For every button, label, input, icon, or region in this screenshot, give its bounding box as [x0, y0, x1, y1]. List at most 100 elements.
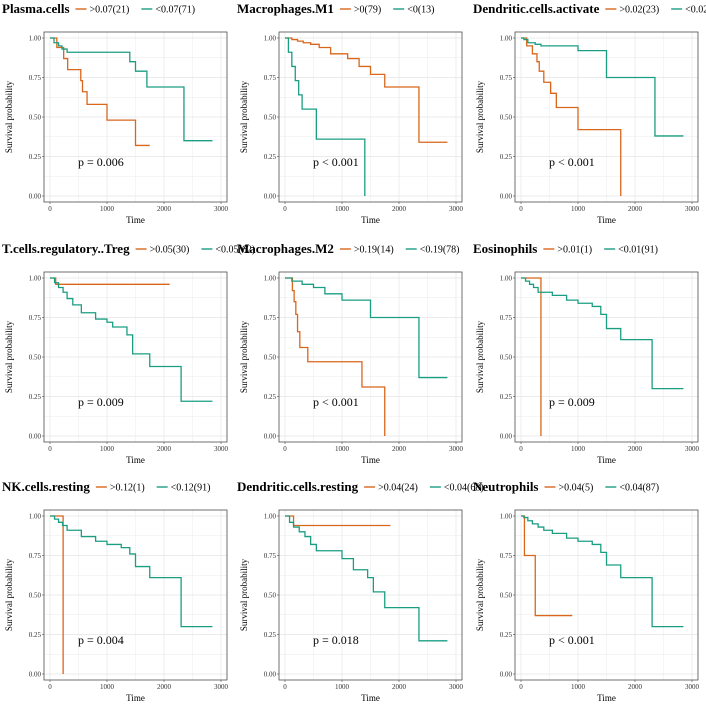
km-panel-4: T.cells.regulatory..Treg >0.05(30) <0.05(6… [0, 240, 255, 477]
y-tick-label: 0.25 [264, 153, 277, 161]
x-axis-label: Time [361, 693, 380, 703]
y-axis-label: Survival probability [239, 80, 249, 153]
km-panel-1: Plasma.cells >0.07(21) <0.07(71) 0 1000 2000 3… [0, 0, 235, 237]
legend-label: <0.02(69) [685, 5, 706, 16]
km-panel-6: Eosinophils >0.01(1) <0.01(91) 0 1000 2000 300… [471, 240, 706, 477]
p-value-annotation: p = 0.009 [78, 395, 124, 409]
y-tick-label: 0.75 [29, 314, 42, 322]
y-axis-label: Survival probability [4, 558, 14, 631]
x-tick-label: 0 [519, 683, 523, 691]
y-tick-label: 0.50 [500, 592, 513, 600]
y-tick-label: 0.25 [500, 153, 513, 161]
y-tick-label: 0.00 [29, 433, 42, 441]
km-panel-8: Dendritic.cells.resting >0.04(24) <0.04(68… [235, 478, 484, 715]
x-tick-label: 2000 [628, 205, 643, 213]
y-tick-label: 0.75 [500, 552, 513, 560]
km-panel-2: Macrophages.M1 >0(79) <0(13) 0 1000 2000 3000 0… [235, 0, 470, 237]
panel-title: Eosinophils [473, 241, 537, 256]
km-chart-svg: Dendritic.cells.resting >0.04(24) <0.04(68… [237, 479, 484, 703]
legend-label: <0.05(62) [215, 245, 255, 256]
y-tick-label: 1.00 [29, 513, 42, 521]
y-tick-label: 0.25 [29, 393, 42, 401]
legend-label: >0.07(21) [90, 5, 130, 16]
panel-title: Plasma.cells [2, 1, 70, 16]
y-tick-label: 0.75 [500, 314, 513, 322]
legend-label: <0.04(68) [444, 483, 484, 494]
legend-label: >0.19(14) [354, 245, 394, 256]
y-axis-label: Survival probability [4, 80, 14, 153]
y-axis-label: Survival probability [475, 558, 485, 631]
y-tick-label: 0.75 [29, 74, 42, 82]
km-chart-svg: Plasma.cells >0.07(21) <0.07(71) 0 1000 2000 3… [2, 1, 229, 225]
panel-title: Macrophages.M1 [237, 1, 334, 16]
y-tick-label: 0.00 [264, 433, 277, 441]
y-tick-label: 0.75 [500, 74, 513, 82]
survival-curve-low [50, 277, 213, 402]
survival-curve-low [521, 37, 684, 137]
p-value-annotation: p < 0.001 [549, 155, 595, 169]
legend-label: <0.04(87) [619, 483, 659, 494]
x-tick-label: 2000 [628, 683, 643, 691]
km-chart-svg: Dendritic.cells.activate >0.02(23) <0.02(6… [473, 1, 706, 225]
survival-curve-low [50, 515, 213, 628]
panel-title: Neutrophils [473, 479, 539, 494]
x-tick-label: 3000 [449, 445, 464, 453]
x-axis-label: Time [361, 455, 380, 465]
x-tick-label: 1000 [335, 205, 350, 213]
panel-title: Dendritic.cells.activate [473, 1, 600, 16]
y-tick-label: 0.75 [264, 552, 277, 560]
legend-label: <0(13) [407, 5, 434, 16]
legend-label: <0.19(78) [420, 245, 460, 256]
km-chart-svg: Neutrophils >0.04(5) <0.04(87) 0 1000 2000 300… [473, 479, 700, 703]
y-tick-label: 0.75 [264, 74, 277, 82]
legend-label: <0.01(91) [618, 245, 658, 256]
y-tick-label: 0.50 [29, 354, 42, 362]
km-panel-7: NK.cells.resting >0.12(1) <0.12(91) 0 1000 20… [0, 478, 235, 715]
y-tick-label: 0.50 [264, 114, 277, 122]
survival-curve-high [285, 277, 386, 436]
x-axis-label: Time [361, 215, 380, 225]
x-tick-label: 2000 [392, 205, 407, 213]
x-tick-label: 1000 [571, 205, 586, 213]
km-panel-9: Neutrophils >0.04(5) <0.04(87) 0 1000 2000 300… [471, 478, 706, 715]
y-axis-label: Survival probability [239, 558, 249, 631]
legend-label: >0.05(30) [150, 245, 190, 256]
x-tick-label: 3000 [685, 683, 700, 691]
y-tick-label: 0.75 [264, 314, 277, 322]
x-tick-label: 2000 [392, 445, 407, 453]
y-tick-label: 0.25 [500, 393, 513, 401]
km-chart-svg: Macrophages.M1 >0(79) <0(13) 0 1000 2000 3000 0… [237, 1, 464, 225]
y-tick-label: 1.00 [500, 35, 513, 43]
x-tick-label: 0 [283, 683, 287, 691]
y-tick-label: 0.00 [29, 671, 42, 679]
x-tick-label: 1000 [100, 445, 115, 453]
y-tick-label: 0.50 [264, 592, 277, 600]
survival-curve-low [285, 277, 448, 379]
x-tick-label: 3000 [449, 683, 464, 691]
y-axis-label: Survival probability [475, 80, 485, 153]
survival-curve-low [285, 37, 366, 196]
x-tick-label: 3000 [214, 205, 229, 213]
x-tick-label: 1000 [100, 205, 115, 213]
x-tick-label: 0 [283, 205, 287, 213]
x-tick-label: 3000 [214, 445, 229, 453]
panel-title: NK.cells.resting [2, 479, 90, 494]
y-tick-label: 0.25 [500, 631, 513, 639]
panel-title: Macrophages.M2 [237, 241, 334, 256]
x-tick-label: 2000 [392, 683, 407, 691]
survival-curve-low [50, 37, 213, 142]
x-tick-label: 2000 [157, 683, 172, 691]
y-tick-label: 0.00 [29, 193, 42, 201]
x-tick-label: 0 [48, 205, 52, 213]
survival-curve-high [285, 37, 448, 143]
survival-curve-high [521, 37, 622, 196]
survival-curve-low [521, 515, 684, 628]
km-chart-svg: Eosinophils >0.01(1) <0.01(91) 0 1000 2000 300… [473, 241, 700, 465]
km-panel-3: Dendritic.cells.activate >0.02(23) <0.02(6… [471, 0, 706, 237]
y-tick-label: 0.75 [29, 552, 42, 560]
y-axis-label: Survival probability [475, 320, 485, 393]
y-tick-label: 1.00 [29, 275, 42, 283]
x-axis-label: Time [126, 455, 145, 465]
p-value-annotation: p < 0.001 [313, 395, 359, 409]
